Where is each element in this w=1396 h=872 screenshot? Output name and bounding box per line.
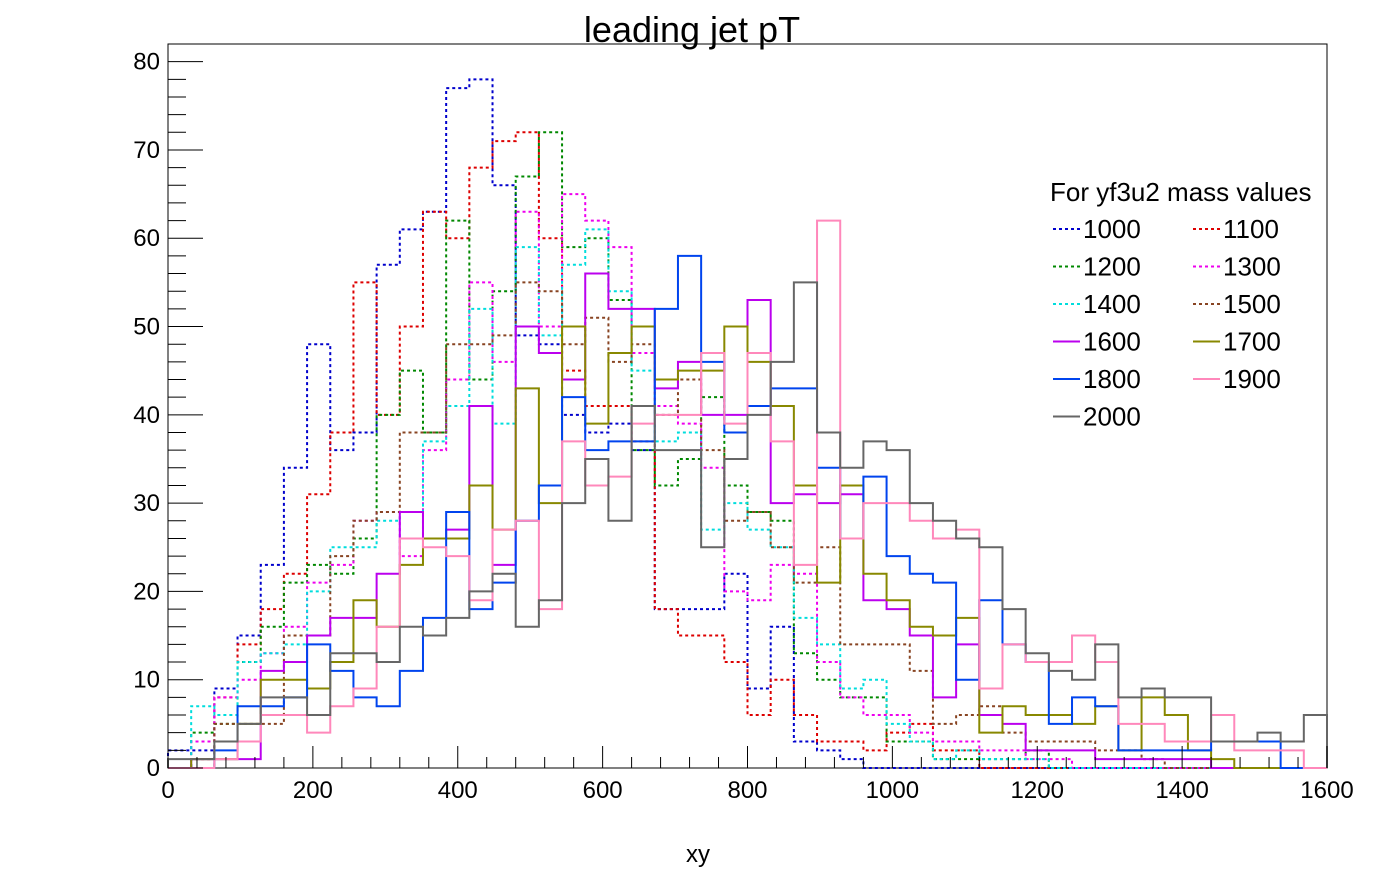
x-tick-label: 200 xyxy=(293,777,333,804)
x-tick-label: 1600 xyxy=(1300,777,1353,804)
legend-entry-1800: 1800 xyxy=(1053,364,1141,394)
legend-entry-1600: 1600 xyxy=(1053,327,1141,357)
legend-label: 1400 xyxy=(1083,289,1141,319)
x-tick-label: 400 xyxy=(438,777,478,804)
x-axis-label: xy xyxy=(686,841,710,868)
y-tick-label: 70 xyxy=(133,137,160,164)
series-line-1100 xyxy=(168,131,1327,769)
y-tick-label: 0 xyxy=(147,755,160,782)
y-tick-label: 10 xyxy=(133,667,160,694)
x-tick-label: 1400 xyxy=(1155,777,1208,804)
legend-entry-1100: 1100 xyxy=(1193,214,1279,244)
legend: For yf3u2 mass values 1000 1100 1200 1300 140… xyxy=(1050,177,1312,432)
x-tick-label: 0 xyxy=(161,777,174,804)
legend-entry-1000: 1000 xyxy=(1053,214,1141,244)
y-tick-label: 30 xyxy=(133,490,160,517)
series-line-1500 xyxy=(168,281,1327,769)
legend-title: For yf3u2 mass values xyxy=(1050,177,1312,207)
series-line-1300 xyxy=(168,193,1327,769)
chart-title: leading jet pT xyxy=(584,9,800,50)
x-tick-label: 800 xyxy=(727,777,767,804)
x-tick-label: 1200 xyxy=(1011,777,1064,804)
y-tick-label: 60 xyxy=(133,225,160,252)
legend-entry-1400: 1400 xyxy=(1053,289,1141,319)
series-line-1400 xyxy=(168,228,1327,769)
y-tick-label: 40 xyxy=(133,402,160,429)
series-line-2000 xyxy=(167,281,1328,768)
legend-entry-1700: 1700 xyxy=(1193,327,1281,357)
legend-label: 1500 xyxy=(1223,289,1281,319)
legend-label: 1700 xyxy=(1223,327,1281,357)
legend-entry-2000: 2000 xyxy=(1053,402,1141,432)
y-tick-label: 50 xyxy=(133,314,160,341)
x-tick-label: 1000 xyxy=(866,777,919,804)
legend-label: 1200 xyxy=(1083,252,1141,282)
y-tick-label: 80 xyxy=(133,49,160,76)
legend-label: 1300 xyxy=(1223,252,1281,282)
legend-entry-1300: 1300 xyxy=(1193,252,1281,282)
legend-label: 1600 xyxy=(1083,327,1141,357)
legend-label: 1900 xyxy=(1223,364,1281,394)
legend-entry-1900: 1900 xyxy=(1193,364,1281,394)
legend-entry-1200: 1200 xyxy=(1053,252,1141,282)
y-tick-label: 20 xyxy=(133,578,160,605)
legend-label: 1100 xyxy=(1223,214,1279,244)
legend-entry-1500: 1500 xyxy=(1193,289,1281,319)
legend-label: 1000 xyxy=(1083,214,1141,244)
x-tick-label: 600 xyxy=(583,777,623,804)
legend-label: 2000 xyxy=(1083,402,1141,432)
legend-label: 1800 xyxy=(1083,364,1141,394)
